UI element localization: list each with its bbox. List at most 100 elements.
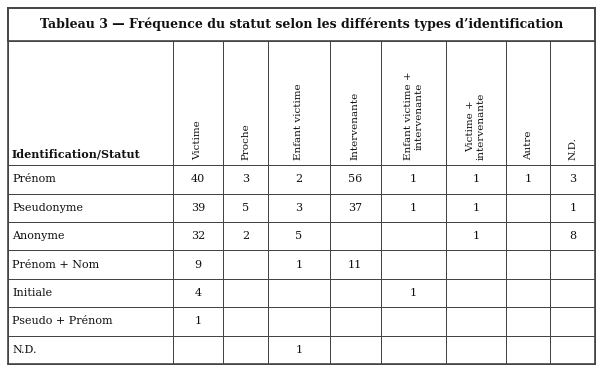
Text: Anonyme: Anonyme bbox=[12, 231, 65, 241]
Bar bbox=[330, 194, 380, 222]
Bar bbox=[268, 222, 330, 250]
Bar bbox=[268, 250, 330, 279]
Text: 3: 3 bbox=[295, 203, 303, 213]
Bar bbox=[506, 165, 551, 194]
Bar bbox=[551, 41, 595, 165]
Bar bbox=[172, 194, 224, 222]
Bar bbox=[506, 194, 551, 222]
Text: Intervenante: Intervenante bbox=[350, 92, 359, 160]
Bar bbox=[8, 250, 172, 279]
Bar bbox=[268, 194, 330, 222]
Bar bbox=[551, 194, 595, 222]
Bar bbox=[330, 279, 380, 307]
Bar bbox=[446, 222, 506, 250]
Bar bbox=[330, 307, 380, 336]
Bar bbox=[8, 307, 172, 336]
Bar bbox=[8, 279, 172, 307]
Text: Prénom: Prénom bbox=[12, 174, 56, 185]
Bar bbox=[506, 336, 551, 364]
Bar bbox=[268, 307, 330, 336]
Bar bbox=[380, 336, 446, 364]
Bar bbox=[551, 279, 595, 307]
Bar bbox=[224, 194, 268, 222]
Text: 39: 39 bbox=[191, 203, 205, 213]
Bar bbox=[506, 307, 551, 336]
Bar bbox=[172, 336, 224, 364]
Bar bbox=[330, 41, 380, 165]
Bar bbox=[551, 165, 595, 194]
Bar bbox=[8, 336, 172, 364]
Bar bbox=[380, 194, 446, 222]
Text: N.D.: N.D. bbox=[568, 137, 577, 160]
Bar bbox=[8, 194, 172, 222]
Text: 37: 37 bbox=[348, 203, 362, 213]
Text: 1: 1 bbox=[410, 288, 417, 298]
Bar bbox=[224, 279, 268, 307]
Bar bbox=[446, 307, 506, 336]
Text: 3: 3 bbox=[569, 174, 576, 185]
Bar bbox=[446, 194, 506, 222]
Bar bbox=[172, 165, 224, 194]
Bar bbox=[172, 41, 224, 165]
Text: 1: 1 bbox=[473, 174, 479, 185]
Bar bbox=[506, 250, 551, 279]
Text: 2: 2 bbox=[242, 231, 249, 241]
Text: 1: 1 bbox=[569, 203, 576, 213]
Text: 5: 5 bbox=[242, 203, 249, 213]
Bar bbox=[446, 250, 506, 279]
Text: 8: 8 bbox=[569, 231, 576, 241]
Bar bbox=[172, 250, 224, 279]
Text: 32: 32 bbox=[191, 231, 205, 241]
Text: Initiale: Initiale bbox=[12, 288, 52, 298]
Bar bbox=[446, 279, 506, 307]
Bar bbox=[506, 41, 551, 165]
Text: Enfant victime: Enfant victime bbox=[294, 84, 303, 160]
Text: Pseudo + Prénom: Pseudo + Prénom bbox=[12, 317, 113, 326]
Bar bbox=[268, 165, 330, 194]
Bar bbox=[551, 222, 595, 250]
Bar bbox=[551, 250, 595, 279]
Bar bbox=[224, 165, 268, 194]
Bar bbox=[8, 222, 172, 250]
Bar bbox=[8, 165, 172, 194]
Bar bbox=[446, 41, 506, 165]
Text: 1: 1 bbox=[473, 203, 479, 213]
Text: 3: 3 bbox=[242, 174, 249, 185]
Bar bbox=[380, 41, 446, 165]
Bar bbox=[551, 307, 595, 336]
Bar bbox=[224, 222, 268, 250]
Bar bbox=[380, 279, 446, 307]
Bar bbox=[506, 222, 551, 250]
Bar bbox=[380, 165, 446, 194]
Bar bbox=[330, 250, 380, 279]
Text: 2: 2 bbox=[295, 174, 303, 185]
Bar bbox=[506, 279, 551, 307]
Text: 1: 1 bbox=[295, 345, 303, 355]
Text: Tableau 3 — Fréquence du statut selon les différents types d’identification: Tableau 3 — Fréquence du statut selon le… bbox=[40, 18, 563, 31]
Bar bbox=[224, 307, 268, 336]
Text: Autre: Autre bbox=[523, 131, 532, 160]
Text: 1: 1 bbox=[525, 174, 532, 185]
Text: Victime: Victime bbox=[194, 121, 203, 160]
Text: N.D.: N.D. bbox=[12, 345, 37, 355]
Text: 1: 1 bbox=[410, 174, 417, 185]
Text: Enfant victime +
intervenante: Enfant victime + intervenante bbox=[404, 72, 423, 160]
Text: Pseudonyme: Pseudonyme bbox=[12, 203, 83, 213]
Bar bbox=[224, 250, 268, 279]
Bar bbox=[8, 8, 595, 41]
Bar bbox=[268, 336, 330, 364]
Bar bbox=[446, 336, 506, 364]
Bar bbox=[224, 336, 268, 364]
Bar bbox=[551, 336, 595, 364]
Text: Prénom + Nom: Prénom + Nom bbox=[12, 260, 99, 270]
Text: 1: 1 bbox=[295, 260, 303, 270]
Text: 56: 56 bbox=[348, 174, 362, 185]
Bar bbox=[172, 279, 224, 307]
Text: 5: 5 bbox=[295, 231, 303, 241]
Bar bbox=[330, 336, 380, 364]
Bar bbox=[268, 41, 330, 165]
Bar bbox=[224, 41, 268, 165]
Text: 1: 1 bbox=[194, 317, 201, 326]
Bar bbox=[172, 222, 224, 250]
Bar bbox=[172, 307, 224, 336]
